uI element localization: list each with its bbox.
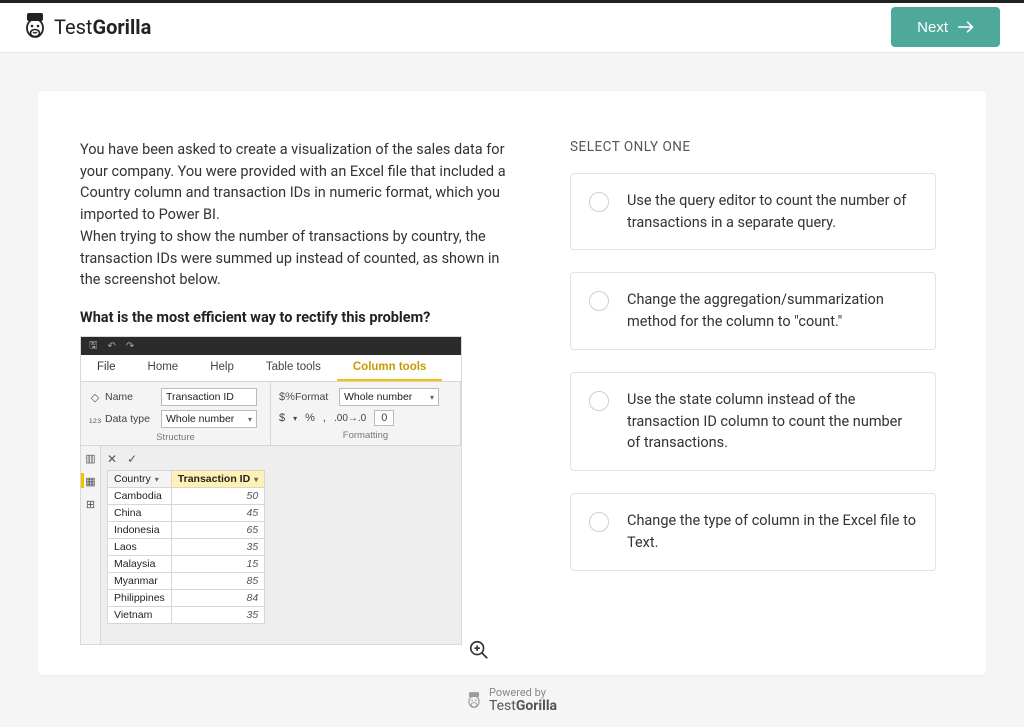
question-column: You have been asked to create a visualiz… [80,139,510,645]
pbi-ribbon-tabs: File Home Help Table tools Column tools [81,355,461,382]
answer-option-4[interactable]: Change the type of column in the Excel f… [570,493,936,571]
tab-home[interactable]: Home [132,355,195,381]
name-label: Name [105,391,157,403]
data-view-icon[interactable]: ▦ [85,475,95,488]
redo-icon: ↷ [126,341,134,352]
tab-table-tools[interactable]: Table tools [250,355,337,381]
zoom-in-icon[interactable] [468,639,490,661]
undo-icon: ↶ [108,341,116,352]
datatype-select[interactable]: Whole number [161,410,257,428]
table-row: Cambodia50 [108,488,265,505]
answer-text: Change the type of column in the Excel f… [627,510,917,554]
model-view-icon[interactable]: ⊞ [86,498,95,511]
answer-text: Change the aggregation/summarization met… [627,289,917,333]
gorilla-logo-icon [24,12,46,42]
arrow-right-icon [958,20,974,34]
next-button-label: Next [917,19,948,36]
col-header-country[interactable]: Country▾ [108,471,172,488]
page: You have been asked to create a visualiz… [0,53,1024,727]
datatype-icon: ₁₂₃ [89,413,101,425]
currency-button[interactable]: $ [279,412,285,424]
header: TestGorilla Next [0,0,1024,53]
table-row: Myanmar85 [108,573,265,590]
formatting-group-label: Formatting [279,430,452,441]
percent-button[interactable]: % [305,412,315,424]
tag-icon: ◇ [89,391,101,404]
format-icon: $% [279,391,291,403]
name-input[interactable]: Transaction ID [161,388,257,406]
pbi-canvas-toolbar: ✕ ✓ [107,452,455,466]
question-card: You have been asked to create a visualiz… [38,91,986,675]
answer-option-2[interactable]: Change the aggregation/summarization met… [570,272,936,350]
table-row: Vietnam35 [108,607,265,624]
table-row: Laos35 [108,539,265,556]
tab-help[interactable]: Help [194,355,250,381]
brand-logo: TestGorilla [24,12,151,42]
structure-group-label: Structure [89,432,262,443]
radio-icon [589,291,609,311]
table-row: Indonesia65 [108,522,265,539]
table-row: China45 [108,505,265,522]
gorilla-logo-icon [467,691,481,711]
pbi-view-rail: ▥ ▦ ⊞ [81,446,101,644]
report-view-icon[interactable]: ▥ [85,452,95,465]
answer-option-3[interactable]: Use the state column instead of the tran… [570,372,936,471]
radio-icon [589,391,609,411]
pbi-group-structure: ◇ Name Transaction ID ₁₂₃ Data type Whol… [81,382,271,445]
answer-option-1[interactable]: Use the query editor to count the number… [570,173,936,251]
thousands-button[interactable]: , [323,412,326,424]
pbi-titlebar: 🖫 ↶ ↷ [81,337,461,355]
check-icon[interactable]: ✓ [127,452,137,466]
pbi-canvas: ✕ ✓ Country▾ Transaction ID▾ Cambodia50 … [101,446,461,644]
format-label: Format [295,391,335,403]
answers-column: SELECT ONLY ONE Use the query editor to … [570,139,936,645]
save-icon: 🖫 [89,338,98,355]
decimals-input[interactable]: 0 [374,410,394,426]
question-paragraph-2: When trying to show the number of transa… [80,226,510,291]
answer-instruction: SELECT ONLY ONE [570,139,936,155]
table-row: Malaysia15 [108,556,265,573]
decimals-icon: .00→.0 [334,413,366,424]
pbi-body: ▥ ▦ ⊞ ✕ ✓ Country▾ Transaction ID▾ [81,446,461,644]
answer-text: Use the query editor to count the number… [627,190,917,234]
pbi-group-formatting: $% Format Whole number $▾ % , .00→.0 0 F… [271,382,461,445]
footer: Powered by TestGorilla [38,675,986,727]
tab-column-tools[interactable]: Column tools [337,355,442,381]
next-button[interactable]: Next [891,7,1000,47]
question-paragraph-1: You have been asked to create a visualiz… [80,139,510,226]
pbi-data-table: Country▾ Transaction ID▾ Cambodia50 Chin… [107,470,265,624]
pbi-ribbon: ◇ Name Transaction ID ₁₂₃ Data type Whol… [81,382,461,446]
col-header-transaction-id[interactable]: Transaction ID▾ [171,471,264,488]
footer-text: Powered by TestGorilla [489,687,557,714]
close-icon[interactable]: ✕ [107,452,117,466]
tab-file[interactable]: File [81,355,132,381]
question-prompt: What is the most efficient way to rectif… [80,309,510,326]
radio-icon [589,192,609,212]
datatype-label: Data type [105,413,157,425]
table-row: Philippines84 [108,590,265,607]
answer-text: Use the state column instead of the tran… [627,389,917,454]
brand-name: TestGorilla [54,15,151,39]
format-select[interactable]: Whole number [339,388,439,406]
radio-icon [589,512,609,532]
powerbi-screenshot: 🖫 ↶ ↷ File Home Help Table tools Column … [80,336,462,645]
